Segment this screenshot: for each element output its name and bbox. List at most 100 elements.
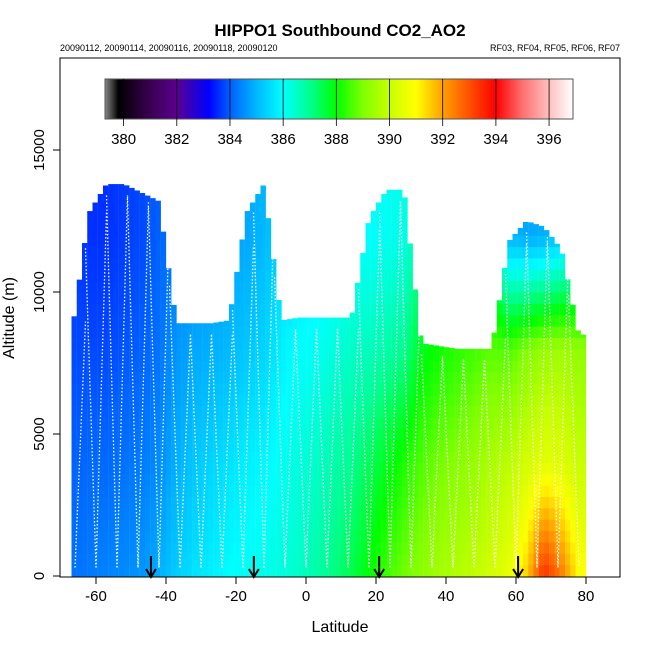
heatmap-cell <box>234 519 240 532</box>
heatmap-cell <box>334 416 340 429</box>
heatmap-cell <box>402 507 408 520</box>
heatmap-cell <box>97 541 104 554</box>
heatmap-cell <box>334 348 340 361</box>
heatmap-cell <box>108 189 114 202</box>
heatmap-cell <box>265 428 272 441</box>
heatmap-cell <box>418 530 424 543</box>
heatmap-cell <box>355 292 361 304</box>
heatmap-cell <box>255 451 261 463</box>
heatmap-cell <box>286 519 293 532</box>
heatmap-cell <box>428 451 434 463</box>
heatmap-cell <box>103 360 109 373</box>
heatmap-cell <box>376 348 382 361</box>
heatmap-cell <box>344 507 350 520</box>
heatmap-cell <box>554 314 560 327</box>
heatmap-cell <box>559 496 566 509</box>
heatmap-cell <box>397 337 403 350</box>
flight-track <box>284 331 297 568</box>
heatmap-cell <box>481 519 487 532</box>
colorbar-segment <box>460 79 462 119</box>
heatmap-cell <box>533 382 539 395</box>
heatmap-cell <box>439 360 445 373</box>
colorbar-segment <box>540 79 542 119</box>
heatmap-cell <box>255 439 261 452</box>
heatmap-cell <box>92 496 98 509</box>
heatmap-cell <box>318 473 324 486</box>
heatmap-cell <box>218 485 224 497</box>
colorbar-segment <box>131 79 133 119</box>
heatmap-cell <box>113 416 119 429</box>
heatmap-cell <box>260 360 266 373</box>
heatmap-cell <box>328 317 335 327</box>
heatmap-cell <box>239 348 245 361</box>
heatmap-cell <box>76 394 83 407</box>
heatmap-cell <box>239 326 245 338</box>
colorbar-segment <box>182 79 184 119</box>
heatmap-cell <box>491 337 497 350</box>
heatmap-cell <box>271 348 277 361</box>
heatmap-cell <box>118 564 125 577</box>
heatmap-cell <box>239 564 245 577</box>
heatmap-cell <box>176 382 182 395</box>
heatmap-cell <box>108 371 114 384</box>
colorbar-segment <box>347 79 349 119</box>
colorbar-segment <box>515 79 517 119</box>
heatmap-cell <box>265 451 272 463</box>
heatmap-cell <box>475 553 482 566</box>
heatmap-cell <box>449 428 455 441</box>
heatmap-cell <box>92 212 98 225</box>
heatmap-cell <box>512 394 518 407</box>
heatmap-cell <box>160 496 167 509</box>
heatmap-cell <box>496 439 503 452</box>
heatmap-cell <box>97 303 104 316</box>
heatmap-cell <box>260 189 266 202</box>
heatmap-cell <box>271 451 277 463</box>
heatmap-cell <box>349 360 356 373</box>
heatmap-cell <box>150 473 156 486</box>
heatmap-cell <box>92 541 98 554</box>
heatmap-cell <box>187 530 193 543</box>
heatmap-cell <box>250 382 256 395</box>
colorbar-segment <box>532 79 534 119</box>
heatmap-cell <box>528 507 534 520</box>
heatmap-cell <box>397 496 403 509</box>
heatmap-cell <box>255 235 261 248</box>
heatmap-cell <box>166 485 172 497</box>
heatmap-cell <box>281 507 287 520</box>
heatmap-cell <box>470 382 476 395</box>
heatmap-cell <box>365 496 371 509</box>
heatmap-cell <box>512 360 518 373</box>
heatmap-cell <box>339 541 345 554</box>
flight-track <box>315 328 328 568</box>
heatmap-cell <box>145 326 151 338</box>
heatmap-cell <box>381 553 387 566</box>
heatmap-cell <box>407 280 413 293</box>
heatmap-cell <box>512 233 518 236</box>
heatmap-cell <box>481 564 487 577</box>
heatmap-cell <box>250 212 256 225</box>
heatmap-cell <box>470 473 476 486</box>
heatmap-cell <box>323 337 329 350</box>
colorbar-segment <box>251 79 253 119</box>
colorbar-segment <box>133 79 135 119</box>
heatmap-cell <box>202 416 209 429</box>
heatmap-cell <box>208 360 214 373</box>
colorbar-segment <box>238 79 240 119</box>
heatmap-cell <box>376 314 382 327</box>
heatmap-cell <box>166 541 172 554</box>
heatmap-cell <box>265 473 272 486</box>
heatmap-cell <box>134 416 140 429</box>
colorbar-segment <box>533 79 535 119</box>
heatmap-cell <box>113 326 119 338</box>
heatmap-cell <box>229 348 235 361</box>
y-axis-label: Altitude (m) <box>1 277 18 359</box>
colorbar-segment <box>208 79 210 119</box>
heatmap-cell <box>549 553 555 566</box>
heatmap-cell <box>517 382 524 395</box>
colorbar-segment <box>490 79 492 119</box>
heatmap-cell <box>255 553 261 566</box>
heatmap-cell <box>171 394 177 407</box>
heatmap-cell <box>423 394 429 407</box>
heatmap-cell <box>176 405 182 418</box>
heatmap-cell <box>349 382 356 395</box>
